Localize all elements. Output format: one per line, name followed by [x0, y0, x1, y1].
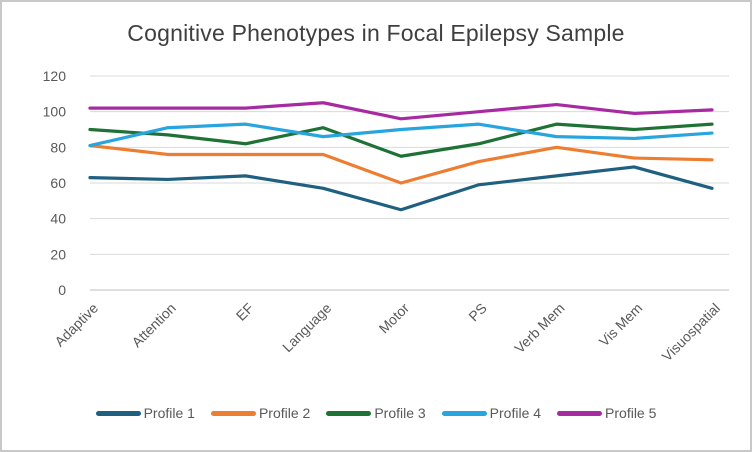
series-line-profile-3 [88, 122, 714, 158]
chart-title: Cognitive Phenotypes in Focal Epilepsy S… [127, 20, 625, 46]
x-category-label: Language [279, 300, 335, 356]
legend-label: Profile 1 [143, 405, 195, 421]
x-category-label: EF [233, 300, 257, 324]
y-tick-label: 120 [43, 68, 67, 84]
legend-label: Profile 4 [489, 405, 542, 421]
series-line-profile-5 [88, 101, 714, 121]
y-axis-tick-labels: 0 20 40 60 80 100 120 [43, 68, 67, 298]
x-category-label: Vis Mem [596, 300, 646, 350]
legend-label: Profile 3 [374, 405, 426, 421]
legend-item-profile-3: Profile 3 [326, 405, 426, 421]
x-category-label: Attention [128, 300, 178, 350]
y-tick-label: 80 [50, 139, 66, 155]
x-category-label: Verb Mem [511, 300, 567, 356]
legend-swatch [326, 410, 372, 416]
series-line-profile-2 [88, 143, 714, 185]
gridlines [90, 75, 729, 291]
x-category-label: Motor [375, 300, 412, 337]
y-tick-label: 60 [50, 175, 66, 191]
y-tick-label: 0 [58, 282, 66, 298]
legend-swatch [557, 410, 603, 416]
series-line-profile-1 [88, 165, 714, 212]
legend-swatch [95, 410, 141, 416]
chart-legend: Profile 1 Profile 2 Profile 3 Profile 4 Prof… [2, 405, 750, 421]
x-category-label: PS [465, 300, 490, 325]
legend-swatch [210, 410, 256, 416]
series-lines [88, 101, 714, 212]
legend-item-profile-4: Profile 4 [441, 405, 542, 421]
y-tick-label: 40 [50, 211, 66, 227]
y-tick-label: 100 [43, 104, 67, 120]
x-category-label: Adaptive [51, 300, 101, 350]
legend-label: Profile 2 [258, 405, 311, 421]
legend-label: Profile 5 [605, 405, 657, 421]
series-line-profile-4 [88, 122, 714, 148]
x-category-label: Visuospatial [659, 300, 724, 365]
y-tick-label: 20 [50, 246, 66, 262]
x-axis-category-labels: Adaptive Attention EF Language Motor PS Verb M… [51, 300, 723, 365]
legend-item-profile-2: Profile 2 [210, 405, 311, 421]
legend-item-profile-5: Profile 5 [557, 405, 656, 421]
legend-swatch [441, 410, 487, 416]
legend-item-profile-1: Profile 1 [95, 405, 195, 421]
